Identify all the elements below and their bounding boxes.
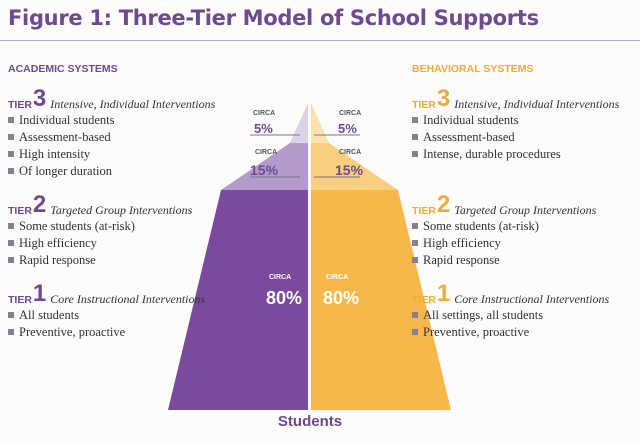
list-item: Assessment-based [412,129,640,146]
tier-number: 3 [436,85,451,112]
tier-description: Targeted Group Interventions [454,203,597,217]
behavioral-systems-heading: BEHAVIORAL SYSTEMS [412,63,534,75]
academic-tier2-pct: 15% [250,162,279,178]
behavioral-tier2: TIER 2 Targeted Group Interventions Some s… [412,192,640,269]
academic-tier1: TIER 1 Core Instructional Interventions Al… [8,281,238,341]
tier-description: Core Instructional Interventions [50,292,206,306]
academic-tier2: TIER 2 Targeted Group Interventions Some s… [8,192,238,269]
list-item: Preventive, proactive [412,324,640,341]
behavioral-systems-column: BEHAVIORAL SYSTEMS TIER 3 Intensive, Indiv… [412,63,640,353]
academic-tier1-segment [168,190,308,410]
academic-tier2-segment [221,143,308,190]
list-item: High efficiency [412,235,640,252]
tier-description: Targeted Group Interventions [50,203,193,217]
behavioral-tier1-pct: 80% [323,288,359,308]
tier-word: TIER [412,205,436,217]
list-item: Rapid response [8,252,238,269]
behavioral-tier3-circa: CIRCA [339,110,361,117]
tier-word: TIER [8,99,32,111]
academic-tier3-circa: CIRCA [253,110,275,117]
academic-tier2-circa: CIRCA [255,149,277,156]
list-item: All settings, all students [412,307,640,324]
list-item: Intense, durable procedures [412,146,640,163]
pyramid-base-label: Students [277,413,343,430]
tier-word: TIER [412,99,436,111]
title-divider [0,40,640,41]
tier-number: 1 [436,280,451,307]
behavioral-tier2-pct: 15% [335,162,364,178]
figure-title: Figure 1: Three-Tier Model of School Sup… [8,6,539,30]
academic-tier3-pct: 5% [254,121,273,136]
list-item: All students [8,307,238,324]
behavioral-tier3-pct: 5% [338,121,357,136]
list-item: Rapid response [412,252,640,269]
list-item: Individual students [8,112,238,129]
list-item: High efficiency [8,235,238,252]
tier-number: 3 [32,85,47,112]
tier-description: Core Instructional Interventions [454,292,610,306]
list-item: High intensity [8,146,238,163]
list-item: Assessment-based [8,129,238,146]
behavioral-tier3-segment [311,103,329,143]
tier-word: TIER [8,205,32,217]
list-item: Preventive, proactive [8,324,238,341]
behavioral-tier1-circa: CIRCA [326,274,348,281]
academic-tier3-segment [290,103,308,143]
academic-systems-heading: ACADEMIC SYSTEMS [8,63,118,75]
academic-tier1-circa: CIRCA [269,274,291,281]
behavioral-tier2-circa: CIRCA [339,149,361,156]
academic-systems-column: ACADEMIC SYSTEMS TIER 3 Intensive, Individ… [8,63,238,353]
academic-tier3: TIER 3 Intensive, Individual Interventions… [8,86,238,180]
tier-number: 2 [32,191,47,218]
tier-description: Intensive, Individual Interventions [454,97,620,111]
list-item: Some students (at-risk) [412,218,640,235]
list-item: Some students (at-risk) [8,218,238,235]
tier-word: TIER [412,294,436,306]
tier-description: Intensive, Individual Interventions [50,97,216,111]
academic-tier1-pct: 80% [266,288,302,308]
tier-number: 1 [32,280,47,307]
behavioral-tier1: TIER 1 Core Instructional Interventions Al… [412,281,640,341]
tier-number: 2 [436,191,451,218]
list-item: Individual students [412,112,640,129]
behavioral-tier3: TIER 3 Intensive, Individual Interventions… [412,86,640,163]
tier-word: TIER [8,294,32,306]
list-item: Of longer duration [8,163,238,180]
behavioral-tier1-segment [311,190,451,410]
behavioral-tier2-segment [311,143,398,190]
